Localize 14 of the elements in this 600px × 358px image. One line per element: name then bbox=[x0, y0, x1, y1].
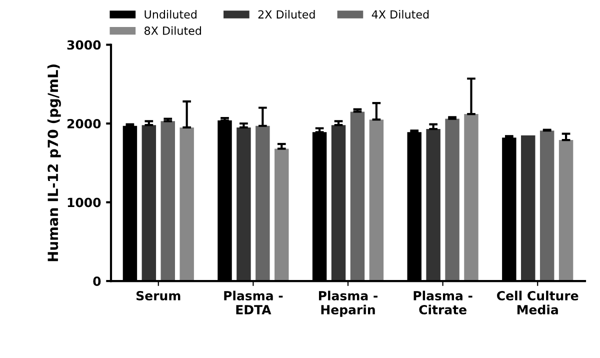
x-tick-label: Plasma - Citrate bbox=[414, 290, 472, 314]
y-axis-title: Human IL-12 p70 (pg/mL) bbox=[47, 64, 61, 262]
legend-label: 8X Diluted bbox=[144, 26, 201, 35]
legend-label: 4X Diluted bbox=[372, 10, 429, 19]
y-tick-label: 3000 bbox=[67, 40, 101, 50]
x-tick-label: Cell Culture Media bbox=[497, 290, 578, 314]
y-tick-label: 2000 bbox=[67, 118, 101, 128]
legend-label: 2X Diluted bbox=[258, 10, 315, 19]
x-tick-label: Plasma - EDTA bbox=[224, 290, 283, 314]
x-tick-label: Serum bbox=[136, 290, 180, 300]
x-tick-label: Plasma - Heparin bbox=[318, 290, 378, 317]
legend-label: Undiluted bbox=[144, 10, 196, 19]
y-tick-label: 1000 bbox=[68, 198, 101, 208]
y-tick-label: 0 bbox=[93, 276, 101, 286]
